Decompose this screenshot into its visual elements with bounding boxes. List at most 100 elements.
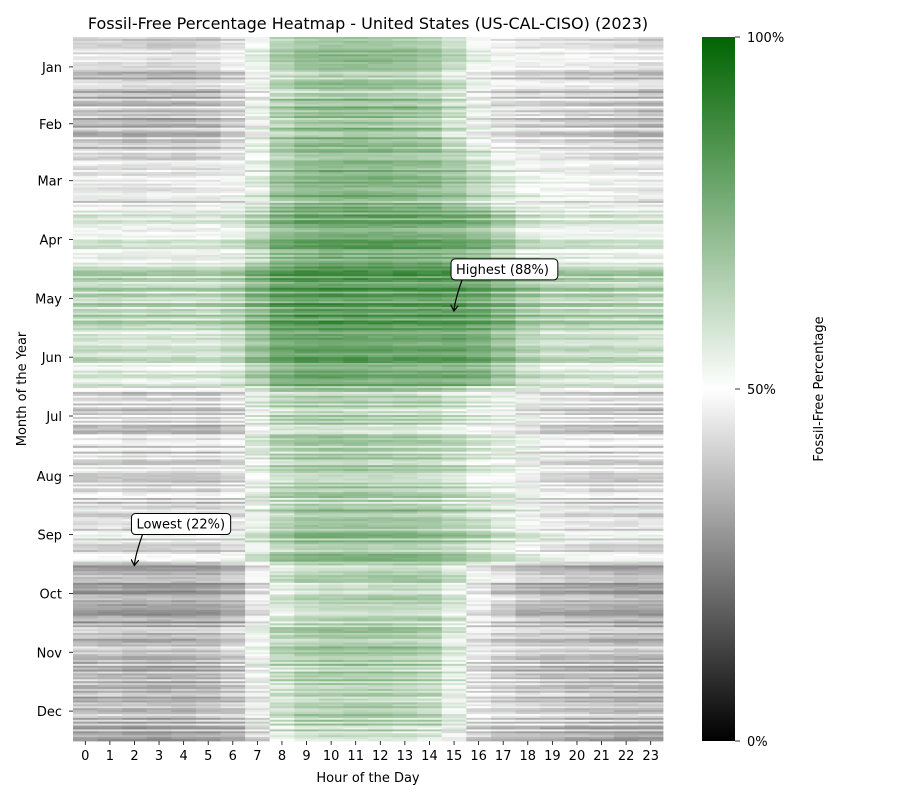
heatmap-cell (318, 81, 344, 84)
heatmap-cell (245, 129, 271, 132)
heatmap-cell (564, 125, 590, 129)
heatmap-cell (318, 308, 344, 312)
heatmap-cell (589, 326, 615, 329)
heatmap-cell (220, 98, 246, 102)
heatmap-cell (540, 308, 566, 312)
heatmap-cell (294, 172, 320, 175)
heatmap-cell (441, 374, 467, 377)
heatmap-cell (392, 316, 418, 319)
heatmap-cell (613, 119, 639, 123)
heatmap-cell (146, 301, 172, 304)
heatmap-cell (638, 272, 664, 275)
heatmap-cell (392, 108, 418, 111)
heatmap-cell (368, 345, 393, 348)
heatmap-cell (540, 108, 566, 111)
heatmap-cell (564, 116, 590, 119)
heatmap-cell (220, 148, 246, 152)
heatmap-cell (245, 229, 271, 233)
heatmap-cell (441, 52, 467, 55)
heatmap-cell (441, 415, 467, 418)
heatmap-cell (146, 235, 172, 238)
heatmap-cell (269, 179, 295, 183)
heatmap-cell (73, 152, 98, 156)
heatmap-cell (417, 239, 443, 242)
heatmap-cell (540, 422, 566, 426)
heatmap-cell (294, 37, 320, 40)
heatmap-cell (73, 135, 98, 138)
heatmap-cell (540, 214, 566, 217)
heatmap-cell (466, 141, 492, 144)
heatmap-cell (269, 79, 295, 82)
heatmap-cell (171, 409, 197, 412)
heatmap-cell (417, 411, 443, 414)
heatmap-cell (589, 287, 615, 291)
heatmap-cell (195, 40, 221, 44)
heatmap-cell (638, 413, 664, 416)
heatmap-cell (515, 308, 541, 312)
heatmap-cell (146, 370, 172, 374)
heatmap-cell (73, 143, 98, 146)
heatmap-cell (343, 305, 369, 308)
heatmap-cell (294, 40, 320, 44)
heatmap-cell (97, 266, 123, 269)
heatmap-cell (441, 318, 467, 321)
heatmap-cell (97, 183, 123, 186)
heatmap-cell (417, 405, 443, 408)
heatmap-cell (343, 108, 369, 111)
heatmap-cell (97, 413, 123, 416)
heatmap-cell (638, 303, 664, 306)
heatmap-cell (540, 393, 566, 397)
heatmap-cell (515, 361, 541, 364)
heatmap-cell (171, 206, 197, 210)
heatmap-cell (490, 54, 516, 57)
heatmap-cell (638, 343, 664, 346)
heatmap-cell (368, 434, 393, 437)
heatmap-cell (490, 307, 516, 310)
heatmap-cell (146, 389, 172, 393)
heatmap-cell (343, 318, 369, 321)
heatmap-cell (97, 376, 123, 379)
heatmap-cell (417, 133, 443, 136)
heatmap-cell (97, 173, 123, 177)
heatmap-cell (417, 386, 443, 389)
heatmap-cell (220, 110, 246, 113)
heatmap-cell (441, 334, 467, 337)
heatmap-cell (564, 65, 590, 69)
heatmap-cell (564, 168, 590, 171)
heatmap-cell (122, 121, 148, 125)
heatmap-cell (245, 227, 271, 231)
heatmap-cell (171, 370, 197, 374)
heatmap-cell (245, 241, 271, 244)
heatmap-cell (441, 193, 467, 196)
heatmap-cell (269, 172, 295, 175)
heatmap-cell (245, 137, 271, 140)
heatmap-cell (146, 92, 172, 96)
heatmap-cell (343, 141, 369, 144)
heatmap-cell (294, 56, 320, 59)
heatmap-cell (564, 148, 590, 152)
heatmap-cell (466, 370, 492, 374)
heatmap-cell (245, 256, 271, 260)
heatmap-cell (490, 391, 516, 395)
heatmap-cell (613, 268, 639, 271)
heatmap-cell (417, 79, 443, 82)
heatmap-cell (195, 214, 221, 217)
heatmap-cell (294, 214, 320, 217)
heatmap-cell (245, 162, 271, 165)
heatmap-cell (195, 422, 221, 426)
heatmap-cell (318, 87, 344, 90)
heatmap-cell (564, 141, 590, 144)
heatmap-cell (269, 258, 295, 262)
heatmap-cell (220, 158, 246, 161)
heatmap-cell (540, 332, 566, 335)
heatmap-cell (392, 305, 418, 308)
heatmap-cell (318, 409, 344, 412)
heatmap-cell (146, 175, 172, 179)
heatmap-cell (97, 81, 123, 84)
heatmap-cell (97, 272, 123, 275)
heatmap-cell (195, 94, 221, 98)
heatmap-cell (220, 102, 246, 105)
heatmap-cell (490, 316, 516, 319)
heatmap-cell (343, 424, 369, 428)
heatmap-cell (73, 393, 98, 397)
